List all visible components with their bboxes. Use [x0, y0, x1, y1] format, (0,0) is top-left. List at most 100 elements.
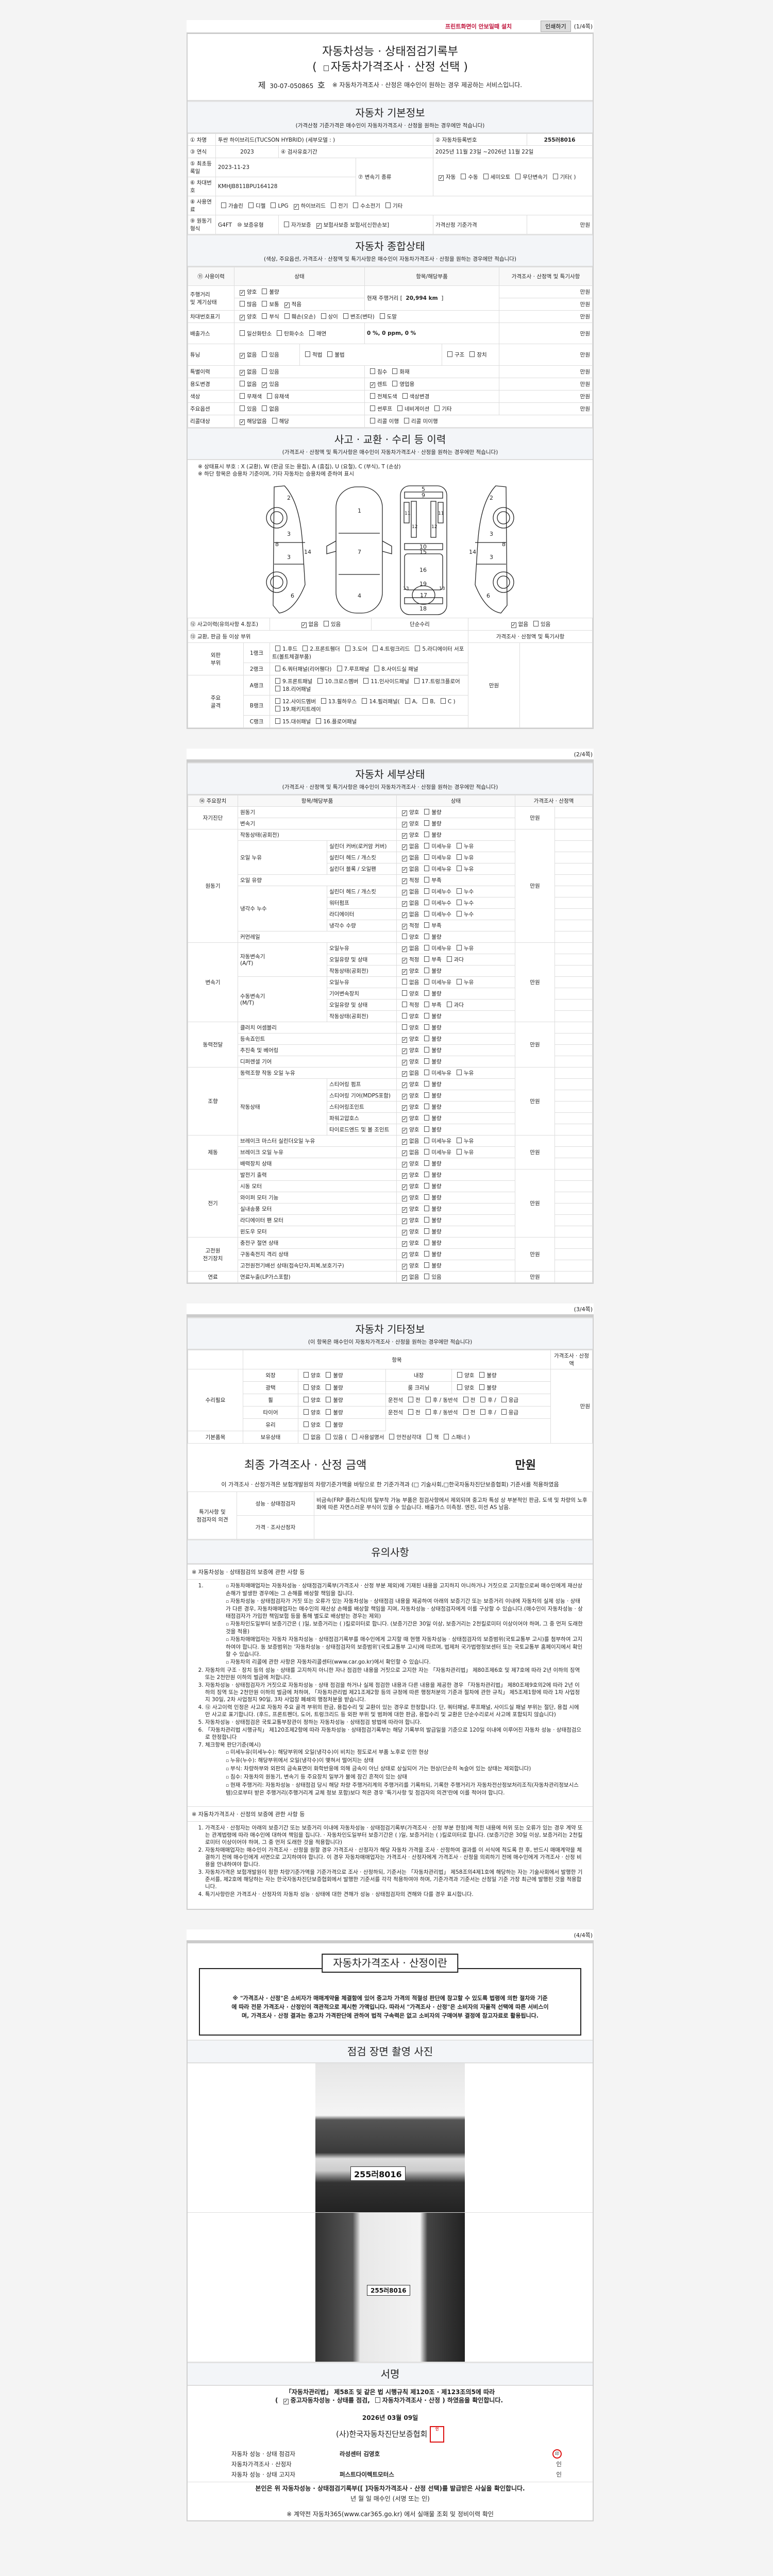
print-button[interactable]: 인쇄하기 [541, 21, 571, 32]
checkbox[interactable] [414, 678, 419, 684]
checkbox[interactable] [277, 330, 282, 336]
checkbox[interactable] [424, 990, 430, 996]
checkbox[interactable] [275, 718, 280, 724]
checkbox[interactable] [456, 979, 462, 985]
checkbox[interactable]: ✓ [402, 867, 407, 873]
checkbox[interactable] [424, 968, 430, 973]
checkbox[interactable] [370, 393, 375, 399]
checkbox[interactable] [456, 1138, 462, 1143]
checkbox[interactable] [424, 1115, 430, 1121]
checkbox[interactable] [379, 313, 385, 319]
checkbox[interactable] [479, 1384, 485, 1390]
checkbox[interactable] [424, 1126, 430, 1132]
checkbox[interactable] [284, 313, 290, 319]
checkbox[interactable] [424, 809, 430, 815]
checkbox[interactable]: ✓ [402, 844, 407, 850]
checkbox[interactable] [248, 202, 254, 208]
checkbox[interactable] [444, 1434, 449, 1439]
checkbox[interactable] [456, 1070, 462, 1075]
checkbox[interactable]: ✓ [402, 1173, 407, 1179]
checkbox[interactable] [392, 381, 398, 386]
checkbox[interactable] [326, 1409, 331, 1415]
checkbox[interactable]: ✓ [402, 890, 407, 895]
checkbox[interactable] [469, 351, 475, 357]
checkbox[interactable] [326, 1434, 331, 1439]
checkbox[interactable]: ✓ [402, 969, 407, 975]
checkbox[interactable] [330, 202, 336, 208]
checkbox[interactable]: ✓ [402, 1264, 407, 1269]
checkbox[interactable] [461, 174, 466, 179]
checkbox[interactable] [262, 351, 267, 357]
checkbox[interactable] [304, 1421, 309, 1427]
checkbox[interactable] [402, 393, 408, 399]
checkbox[interactable]: ✓ [402, 901, 407, 907]
checkbox[interactable] [402, 990, 407, 996]
checkbox[interactable] [262, 301, 267, 307]
checkbox[interactable] [415, 646, 421, 651]
checkbox[interactable]: ✓ [240, 290, 245, 296]
checkbox[interactable] [483, 174, 489, 179]
checkbox[interactable] [424, 911, 430, 917]
checkbox[interactable] [424, 843, 430, 849]
checkbox[interactable] [424, 1002, 430, 1007]
checkbox[interactable]: ✓ [402, 946, 407, 952]
checkbox[interactable] [456, 1149, 462, 1155]
checkbox[interactable] [304, 1409, 309, 1415]
checkbox[interactable]: ✓ [402, 1116, 407, 1122]
checkbox[interactable] [424, 956, 430, 962]
checkbox[interactable] [385, 202, 391, 208]
checkbox[interactable] [275, 706, 280, 711]
checkbox[interactable] [423, 698, 428, 704]
checkbox[interactable] [424, 1240, 430, 1245]
checkbox[interactable] [389, 1434, 395, 1439]
checkbox[interactable] [402, 979, 407, 985]
checkbox[interactable] [424, 934, 430, 939]
checkbox[interactable] [402, 934, 407, 939]
checkbox[interactable] [262, 289, 267, 294]
checkbox[interactable] [326, 1397, 331, 1402]
checkbox[interactable]: ✓ [402, 833, 407, 839]
checkbox[interactable] [408, 1397, 413, 1402]
checkbox[interactable] [240, 405, 245, 411]
checkbox[interactable] [424, 1047, 430, 1053]
checkbox[interactable] [221, 202, 226, 208]
checkbox[interactable] [305, 351, 310, 357]
checkbox[interactable] [240, 393, 245, 399]
checkbox[interactable] [424, 854, 430, 860]
checkbox[interactable] [375, 2397, 380, 2403]
checkbox[interactable] [424, 820, 430, 826]
checkbox[interactable]: ✓ [402, 822, 407, 827]
checkbox[interactable] [266, 393, 272, 399]
checkbox[interactable] [309, 330, 314, 336]
checkbox[interactable] [480, 1397, 486, 1402]
checkbox[interactable] [262, 313, 267, 319]
checkbox[interactable]: ✓ [402, 1275, 407, 1281]
checkbox[interactable] [304, 1434, 309, 1439]
checkbox[interactable] [424, 1274, 430, 1279]
checkbox[interactable]: ✓ [402, 1094, 407, 1099]
checkbox[interactable]: ✓ [511, 622, 516, 628]
checkbox[interactable] [424, 832, 430, 837]
checkbox[interactable]: ✓ [402, 1218, 407, 1224]
checkbox[interactable]: ✓ [402, 1150, 407, 1156]
checkbox[interactable] [501, 1397, 507, 1402]
checkbox[interactable] [480, 1409, 486, 1415]
checkbox[interactable] [304, 1397, 309, 1402]
checkbox[interactable] [463, 1409, 468, 1415]
checkbox[interactable] [457, 1384, 462, 1390]
checkbox[interactable] [456, 888, 462, 894]
checkbox[interactable] [552, 174, 558, 179]
checkbox[interactable] [424, 1251, 430, 1257]
checkbox[interactable] [456, 843, 462, 849]
checkbox[interactable] [456, 911, 462, 917]
checkbox[interactable] [370, 418, 375, 423]
checkbox[interactable] [240, 301, 245, 307]
checkbox[interactable] [456, 900, 462, 905]
checkbox[interactable]: ✓ [402, 1162, 407, 1167]
checkbox[interactable] [408, 1409, 413, 1415]
checkbox[interactable] [446, 956, 452, 962]
checkbox[interactable] [424, 1104, 430, 1109]
checkbox[interactable] [424, 1092, 430, 1098]
checkbox[interactable] [424, 1024, 430, 1030]
checkbox[interactable] [424, 900, 430, 905]
